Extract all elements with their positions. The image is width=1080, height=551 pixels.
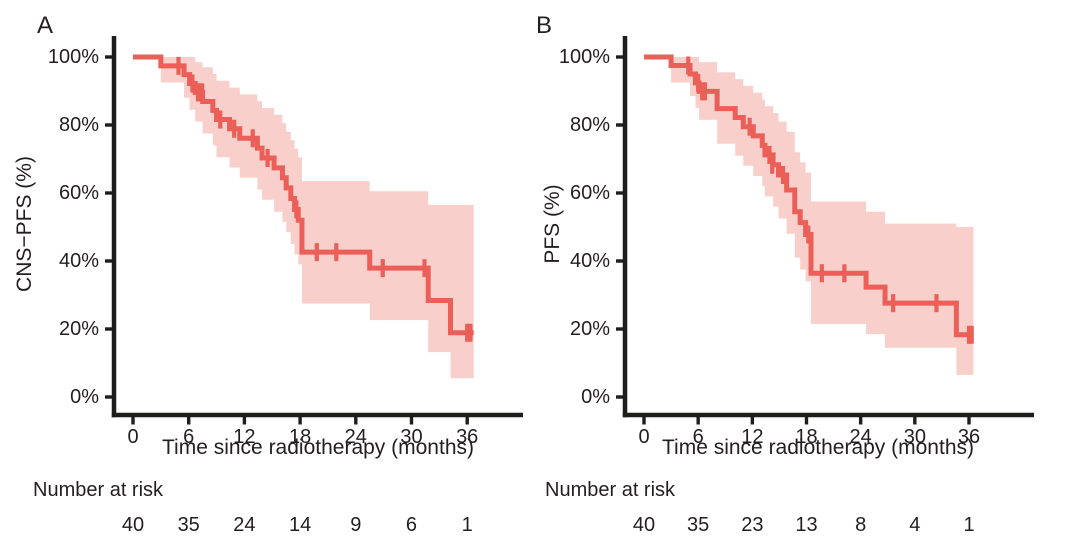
x-tick-label: 12 bbox=[233, 426, 256, 448]
x-tick-label: 0 bbox=[638, 426, 650, 448]
number-at-risk-value: 13 bbox=[795, 514, 818, 536]
number-at-risk-value: 1 bbox=[461, 514, 473, 536]
number-at-risk-value: 35 bbox=[687, 514, 710, 536]
y-tick-label: 0% bbox=[581, 386, 610, 408]
panel-b-y-axis-title: PFS (%) bbox=[541, 184, 564, 264]
panel-a-y-axis-title: CNS−PFS (%) bbox=[13, 156, 36, 292]
y-tick-label: 60% bbox=[58, 182, 99, 204]
x-tick-label: 24 bbox=[344, 426, 367, 448]
x-tick-label: 6 bbox=[692, 426, 704, 448]
number-at-risk-value: 14 bbox=[288, 514, 312, 536]
x-tick-label: 0 bbox=[127, 426, 139, 448]
y-tick-label: 0% bbox=[70, 386, 99, 408]
y-tick-label: 80% bbox=[58, 114, 99, 136]
confidence-band-CNS-PFS bbox=[133, 57, 474, 379]
y-tick-label: 40% bbox=[58, 250, 99, 272]
panel-a-number-at-risk-header: Number at risk bbox=[33, 479, 164, 501]
y-tick-label: 100% bbox=[47, 46, 99, 68]
number-at-risk-value: 6 bbox=[405, 514, 418, 536]
confidence-band-PFS bbox=[644, 57, 974, 375]
x-tick-label: 18 bbox=[795, 426, 818, 448]
number-at-risk-value: 24 bbox=[233, 514, 256, 536]
x-tick-label: 6 bbox=[183, 426, 195, 448]
x-tick-label: 12 bbox=[741, 426, 764, 448]
number-at-risk-value: 35 bbox=[177, 514, 200, 536]
x-tick-label: 30 bbox=[400, 426, 423, 448]
x-tick-label: 18 bbox=[288, 426, 312, 448]
number-at-risk-value: 40 bbox=[121, 514, 145, 536]
panel-a-letter: A bbox=[37, 12, 54, 39]
number-at-risk-value: 23 bbox=[741, 514, 764, 536]
x-tick-label: 36 bbox=[456, 426, 479, 448]
panel-b-x-axis-title: Time since radiotherapy (months) bbox=[661, 436, 974, 459]
number-at-risk-value: 4 bbox=[909, 514, 921, 536]
survival-curve-CNS-PFS bbox=[133, 54, 474, 336]
x-tick-label: 24 bbox=[849, 426, 872, 448]
x-tick-label: 30 bbox=[903, 426, 926, 448]
number-at-risk-value: 9 bbox=[350, 514, 362, 536]
y-tick-label: 20% bbox=[58, 318, 99, 340]
number-at-risk-value: 1 bbox=[963, 514, 975, 536]
y-tick-label: 20% bbox=[569, 318, 610, 340]
panel-b-number-at-risk-header: Number at risk bbox=[545, 479, 676, 501]
number-at-risk-value: 8 bbox=[855, 514, 867, 536]
number-at-risk-value: 40 bbox=[632, 514, 656, 536]
y-tick-label: 40% bbox=[569, 250, 610, 272]
x-tick-label: 36 bbox=[957, 426, 981, 448]
y-tick-label: 60% bbox=[569, 182, 610, 204]
y-tick-label: 80% bbox=[569, 114, 610, 136]
panel-b-letter: B bbox=[536, 12, 553, 39]
y-tick-label: 100% bbox=[558, 46, 610, 68]
panel-a-x-axis-title: Time since radiotherapy (months) bbox=[161, 436, 474, 459]
